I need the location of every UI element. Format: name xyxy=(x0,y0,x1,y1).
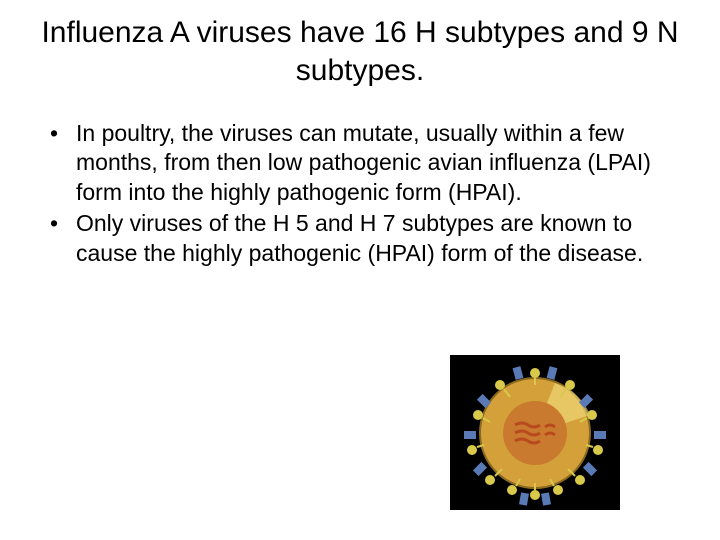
list-item: • Only viruses of the H 5 and H 7 subtyp… xyxy=(50,209,680,268)
page-title: Influenza A viruses have 16 H subtypes a… xyxy=(0,0,720,89)
bullet-list: • In poultry, the viruses can mutate, us… xyxy=(0,89,720,268)
bullet-marker: • xyxy=(50,119,76,148)
virus-illustration xyxy=(450,355,620,510)
list-item: • In poultry, the viruses can mutate, us… xyxy=(50,119,680,207)
bullet-marker: • xyxy=(50,209,76,238)
bullet-text: In poultry, the viruses can mutate, usua… xyxy=(76,119,680,207)
bullet-text: Only viruses of the H 5 and H 7 subtypes… xyxy=(76,209,680,268)
